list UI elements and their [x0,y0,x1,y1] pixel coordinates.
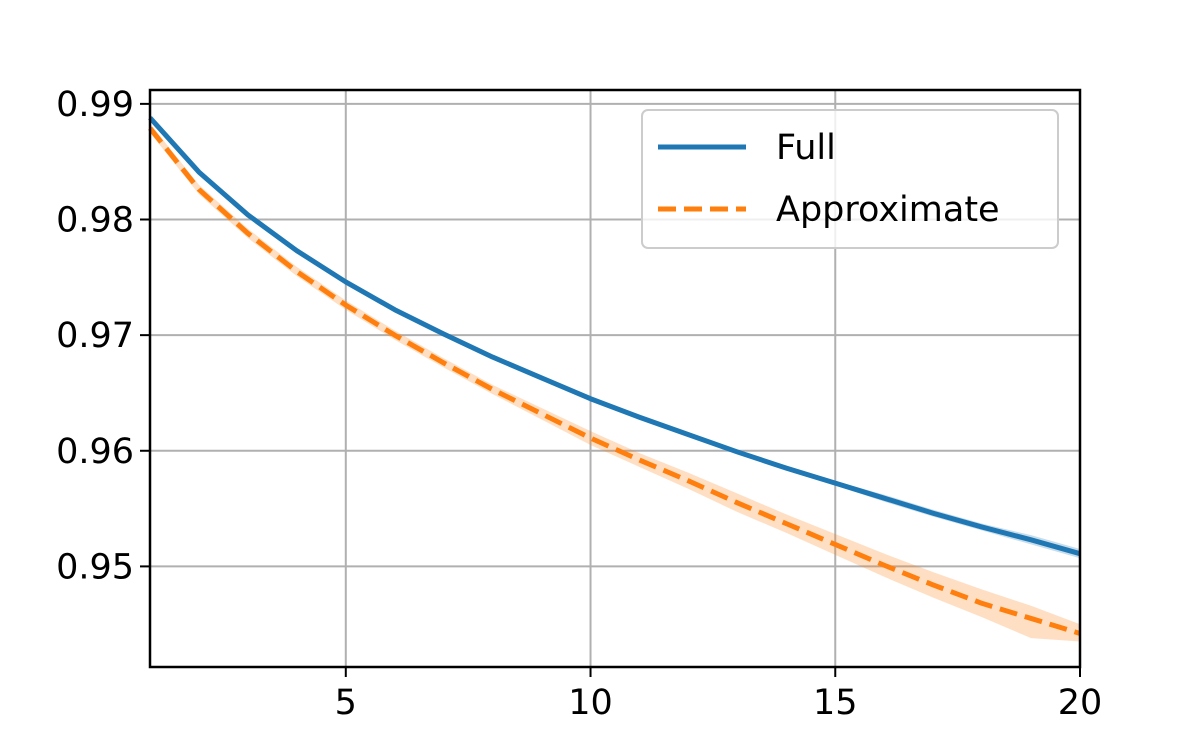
series-0-point [294,248,299,253]
series-1-point [392,333,397,338]
y-tick-label: 0.95 [56,547,134,587]
series-0-point [539,375,544,380]
x-tick-label: 5 [335,683,357,723]
series-1-point [931,582,936,587]
series-1-point [245,231,250,236]
y-tick-label: 0.97 [56,316,134,356]
series-1-line [148,126,1081,636]
series-1-point [490,387,495,392]
legend: Full Approximate [641,109,1059,249]
series-1-point [980,601,985,606]
series-0-point [637,415,642,420]
series-1-point [686,478,691,483]
series-0-line [148,116,1081,557]
x-tick-label: 20 [1058,683,1103,723]
series-0-point [833,481,838,486]
series-1-point [343,303,348,308]
axes-frame [148,88,1082,669]
series-0-point [784,466,789,471]
series-1-point [441,360,446,365]
series-1-point [1029,616,1034,621]
series-0-point [882,496,887,501]
series-1-point [882,563,887,568]
series-0-point [686,432,691,437]
legend-label: Full [776,128,836,168]
x-axis: 5 10 15 20 [335,667,1103,723]
y-axis: 0.95 0.96 0.97 0.98 0.99 [56,85,150,587]
x-tick-label: 15 [813,683,858,723]
series-1-point [735,500,740,505]
series-0-point [196,170,201,175]
series-1-point [539,411,544,416]
y-tick-label: 0.99 [56,85,134,125]
series-1-point [588,436,593,441]
series-1-point [196,187,201,192]
series-1-point [833,542,838,547]
y-tick-label: 0.96 [56,432,134,472]
series-0-point [931,511,936,516]
y-tick-label: 0.98 [56,201,134,241]
series-0-point [441,331,446,336]
series-0-point [392,307,397,312]
series-0-point [343,279,348,284]
series-1-point [784,521,789,526]
series-0-point [980,525,985,530]
series-lines [148,116,1081,636]
series-1-point [637,458,642,463]
series-1-point [294,269,299,274]
series-0-point [588,396,593,401]
series-0-point [735,449,740,454]
legend-label: Approximate [776,190,1000,230]
series-0-point [1029,537,1034,542]
series-0-point [245,212,250,217]
x-tick-label: 10 [568,683,613,723]
series-0-point [490,355,495,360]
